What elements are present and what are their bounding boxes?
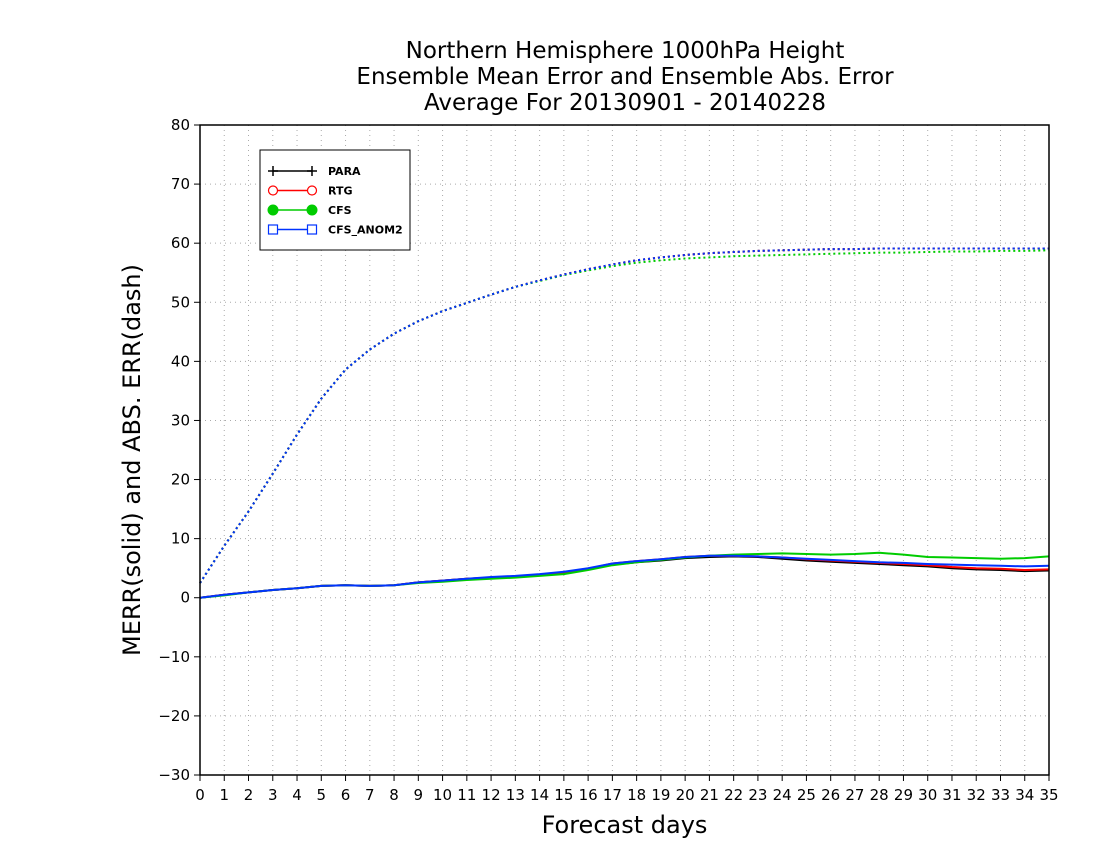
- legend-marker-plus-icon: [307, 166, 317, 176]
- x-tick-label: 18: [627, 786, 646, 804]
- x-tick-label: 28: [870, 786, 889, 804]
- x-tick-label: 22: [724, 786, 743, 804]
- x-tick-label: 12: [482, 786, 501, 804]
- x-tick-label: 29: [894, 786, 913, 804]
- x-tick-label: 32: [967, 786, 986, 804]
- y-tick-label: 0: [180, 589, 190, 607]
- series-line-cfs: [199, 551, 1050, 599]
- series-line-cfs-anom2-abs: [199, 247, 1049, 584]
- y-tick-label: 70: [171, 175, 190, 193]
- y-tick-label: 80: [171, 116, 190, 134]
- y-axis: −30 −20 −10 0 10 20 30 40 50 60 70 80: [158, 116, 200, 784]
- x-tick-label: 17: [603, 786, 622, 804]
- y-tick-label: −30: [158, 766, 190, 784]
- x-tick-label: 31: [942, 786, 961, 804]
- y-tick-label: 20: [171, 471, 190, 489]
- x-tick-label: 21: [700, 786, 719, 804]
- x-tick-label: 19: [651, 786, 670, 804]
- x-tick-label: 9: [414, 786, 424, 804]
- series-line-cfs-anom2: [199, 554, 1050, 599]
- x-tick-label: 13: [506, 786, 525, 804]
- legend-label: PARA: [328, 165, 361, 178]
- series-group: [199, 247, 1050, 599]
- y-tick-label: 50: [171, 293, 190, 311]
- x-tick-label: 24: [773, 786, 792, 804]
- legend-label: CFS: [328, 204, 352, 217]
- y-tick-label: 10: [171, 530, 190, 548]
- x-tick-label: 26: [821, 786, 840, 804]
- plot-frame: [199, 124, 1050, 776]
- legend-marker-square-icon: [306, 224, 318, 235]
- series-line-cfs-abs: [199, 249, 1050, 584]
- x-tick-label: 35: [1039, 786, 1058, 804]
- legend-marker-square-icon: [267, 224, 279, 235]
- x-tick-label: 15: [554, 786, 573, 804]
- x-tick-label: 33: [991, 786, 1010, 804]
- x-tick-label: 34: [1015, 786, 1034, 804]
- legend-marker-circle-icon: [306, 185, 318, 196]
- legend-label: CFS_ANOM2: [328, 224, 403, 237]
- y-tick-label: 30: [171, 411, 190, 429]
- x-tick-label: 4: [292, 786, 302, 804]
- x-tick-label: 16: [579, 786, 598, 804]
- x-tick-label: 8: [389, 786, 399, 804]
- x-tick-label: 23: [748, 786, 767, 804]
- x-tick-label: 25: [797, 786, 816, 804]
- x-tick-label: 3: [268, 786, 278, 804]
- x-tick-label: 1: [219, 786, 229, 804]
- series-line-para-abs: [199, 247, 1049, 584]
- x-tick-label: 14: [530, 786, 549, 804]
- legend-label: RTG: [328, 185, 353, 198]
- x-tick-label: 11: [457, 786, 476, 804]
- x-tick-label: 0: [195, 786, 205, 804]
- legend: PARA RTG CFS CFS_ANOM2: [259, 149, 411, 251]
- x-tick-label: 10: [433, 786, 452, 804]
- y-tick-label: −20: [158, 707, 190, 725]
- legend-marker-plus-icon: [268, 166, 278, 176]
- chart-title-line: Northern Hemisphere 1000hPa Height: [406, 38, 845, 64]
- legend-marker-dot-icon: [267, 204, 279, 216]
- y-tick-label: −10: [158, 648, 190, 666]
- x-tick-label: 2: [244, 786, 254, 804]
- x-tick-label: 27: [845, 786, 864, 804]
- x-tick-label: 7: [365, 786, 375, 804]
- x-axis-label: Forecast days: [542, 811, 708, 839]
- chart-title-line: Ensemble Mean Error and Ensemble Abs. Er…: [356, 64, 894, 90]
- grid: [200, 125, 1049, 775]
- legend-marker-dot-icon: [306, 204, 318, 216]
- x-axis: 0 1 2 3 4 5 6 7 8 9 10 11 12 13 14 15 16 17 18 19 20 21 22 23 24…: [195, 775, 1059, 804]
- legend-box: [259, 149, 411, 251]
- y-tick-label: 60: [171, 234, 190, 252]
- chart-title-line: Average For 20130901 - 20140228: [424, 90, 826, 116]
- y-axis-label: MERR(solid) and ABS. ERR(dash): [118, 264, 146, 656]
- x-tick-label: 30: [918, 786, 937, 804]
- y-tick-label: 40: [171, 352, 190, 370]
- x-tick-label: 6: [341, 786, 351, 804]
- x-tick-label: 20: [676, 786, 695, 804]
- legend-marker-circle-icon: [267, 185, 279, 196]
- chart-title: Northern Hemisphere 1000hPa HeightEnsemb…: [356, 38, 894, 116]
- series-line-rtg-abs: [199, 247, 1049, 584]
- x-tick-label: 5: [317, 786, 327, 804]
